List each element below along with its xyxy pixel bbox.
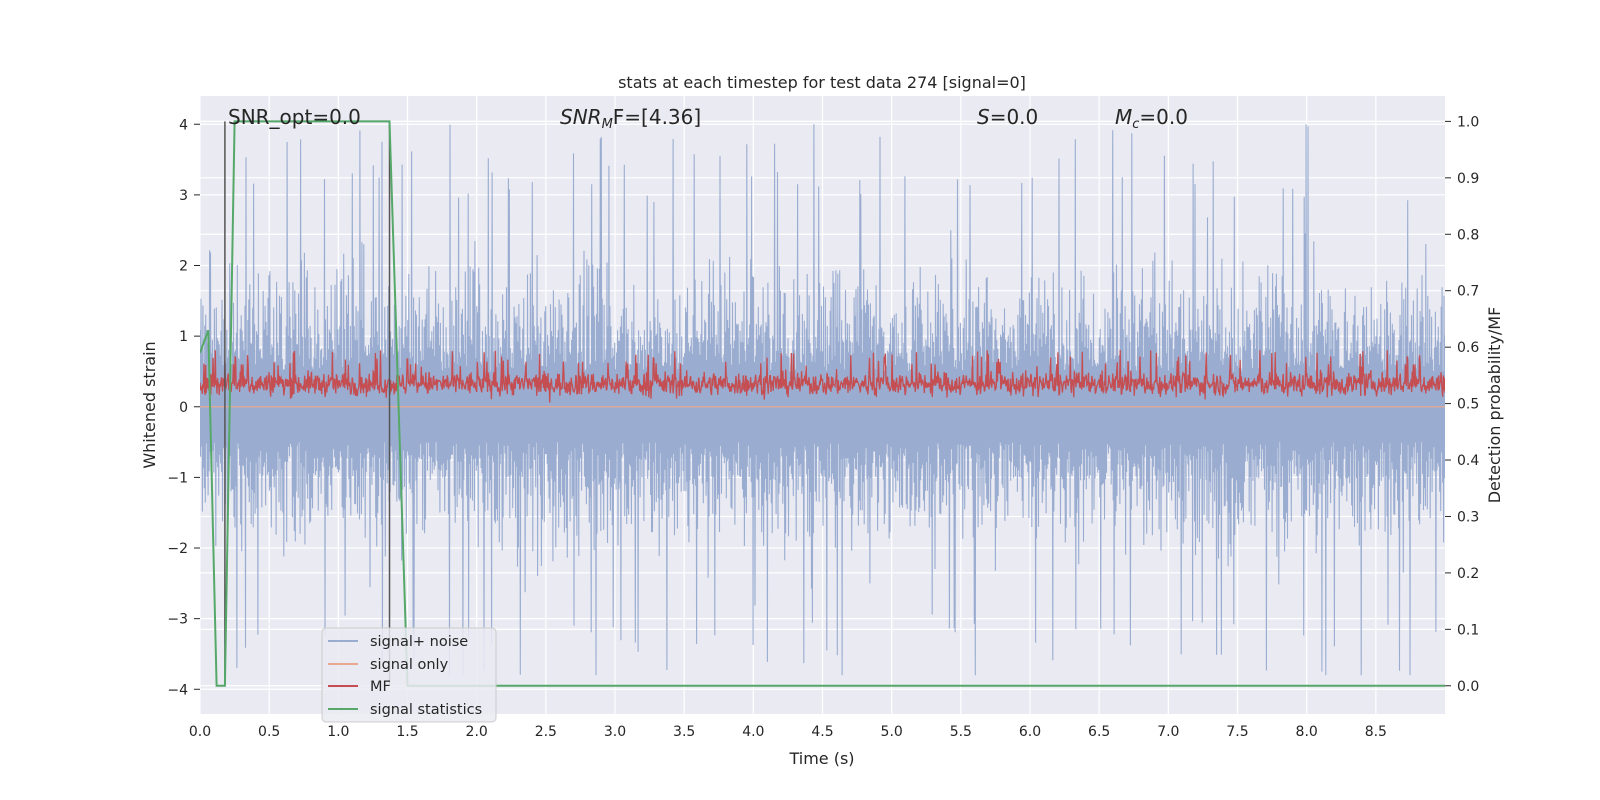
y-tick-label-right: 0.8 <box>1457 227 1479 243</box>
annotation-s: S=0.0 <box>977 105 1038 129</box>
annotation-mc-rest: =0.0 <box>1139 105 1188 129</box>
axes: 0.0 0.5 1.0 1.5 2.0 2.5 3.0 3.5 4.0 4.5 5.0 5.5 6.0 6… <box>167 114 1479 740</box>
x-tick-label: 2.0 <box>466 724 488 740</box>
x-tick-label: 1.0 <box>327 724 349 740</box>
x-tick-label: 5.0 <box>881 724 903 740</box>
x-tick-label: 4.5 <box>811 724 833 740</box>
x-tick-label: 1.5 <box>396 724 418 740</box>
annotation-mc-sub: c <box>1132 117 1139 132</box>
x-tick-label: 4.0 <box>742 724 764 740</box>
x-axis-label: Time (s) <box>788 749 854 768</box>
x-tick-label: 6.5 <box>1088 724 1110 740</box>
y-tick-label-left: 0 <box>179 400 188 416</box>
y-tick-label-right: 0.3 <box>1457 509 1479 525</box>
legend-label-signal-only: signal only <box>370 657 449 673</box>
y-tick-label-right: 0.2 <box>1457 566 1479 582</box>
y-tick-label-left: 1 <box>179 329 188 345</box>
y-tick-label-left: −3 <box>167 612 188 628</box>
y-tick-label-right: 0.5 <box>1457 397 1479 413</box>
y-tick-label-left: 3 <box>179 188 188 204</box>
annotation-snr-opt: SNR_opt=0.0 <box>228 105 361 129</box>
chart-title: stats at each timestep for test data 274… <box>618 73 1026 92</box>
series-signal-noise <box>200 124 1445 676</box>
y-tick-label-right: 0.9 <box>1457 171 1479 187</box>
x-tick-label: 3.0 <box>604 724 626 740</box>
annotation-snr-mf-sub: M <box>602 117 613 132</box>
y-tick-label-right: 0.6 <box>1457 340 1479 356</box>
x-tick-label: 7.5 <box>1226 724 1248 740</box>
x-tick-label: 2.5 <box>535 724 557 740</box>
y-tick-label-left: −4 <box>167 682 188 698</box>
x-tick-label: 3.5 <box>673 724 695 740</box>
x-tick-label: 0.0 <box>189 724 211 740</box>
series-signal-statistics <box>200 120 1445 687</box>
legend: signal+ noise signal only MF signal stat… <box>321 627 497 723</box>
y-tick-label-left: −1 <box>167 470 188 486</box>
annotation-mc: Mc=0.0 <box>1115 105 1188 132</box>
legend-label-mf: MF <box>370 679 391 695</box>
y-axis-label-right: Detection probability/MF <box>1485 307 1504 504</box>
legend-frame <box>321 627 497 723</box>
x-tick-label: 5.5 <box>950 724 972 740</box>
y-tick-label-left: −2 <box>167 541 188 557</box>
y-tick-label-right: 0.1 <box>1457 622 1479 638</box>
y-axis-label-left: Whitened strain <box>140 341 159 468</box>
legend-label-signal-statistics: signal statistics <box>370 702 482 718</box>
annotation-mc-name: M <box>1115 105 1132 129</box>
x-tick-label: 0.5 <box>258 724 280 740</box>
y-tick-label-right: 0.0 <box>1457 679 1479 695</box>
annotation-snr-mf-name: SNR <box>560 105 602 129</box>
x-tick-label: 6.0 <box>1019 724 1041 740</box>
y-tick-label-left: 4 <box>179 117 188 133</box>
series-layer <box>200 120 1445 687</box>
annotation-s-name: S <box>977 105 990 129</box>
series-mf <box>200 349 1445 403</box>
annotation-snr-mf: SNRMF=[4.36] <box>560 105 701 132</box>
legend-label-signal-noise: signal+ noise <box>370 634 468 650</box>
x-tick-label: 8.5 <box>1365 724 1387 740</box>
y-tick-label-right: 1.0 <box>1457 114 1479 130</box>
x-tick-label: 7.0 <box>1157 724 1179 740</box>
annotation-snr-mf-rest: F=[4.36] <box>613 105 701 129</box>
x-tick-label: 8.0 <box>1296 724 1318 740</box>
y-tick-label-right: 0.4 <box>1457 453 1479 469</box>
y-tick-label-right: 0.7 <box>1457 284 1479 300</box>
annotation-s-rest: =0.0 <box>990 105 1039 129</box>
y-tick-label-left: 2 <box>179 259 188 275</box>
